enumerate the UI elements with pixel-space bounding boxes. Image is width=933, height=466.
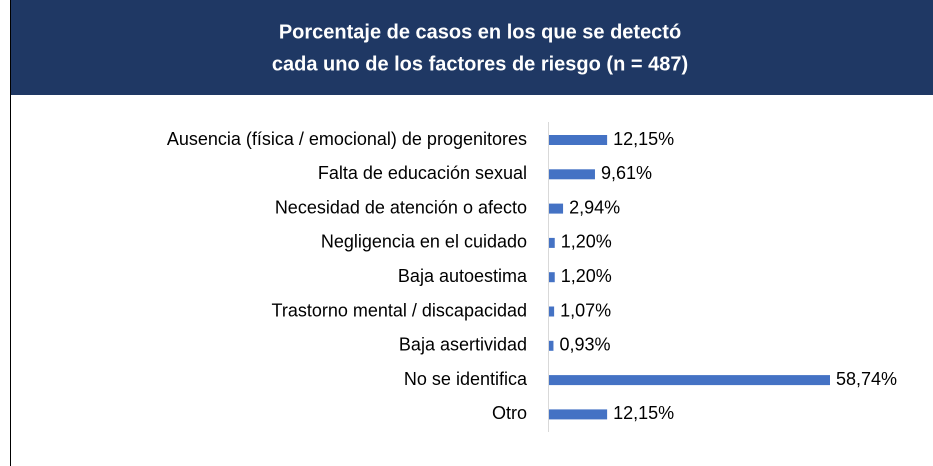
value-label: 0,93% — [559, 335, 610, 355]
category-label: Negligencia en el cuidado — [321, 232, 527, 252]
category-label: Otro — [492, 403, 527, 423]
category-label: Baja asertividad — [399, 335, 527, 355]
bar — [549, 135, 608, 145]
bar — [549, 169, 595, 180]
bar — [549, 272, 555, 283]
value-label: 1,20% — [561, 232, 612, 252]
value-label: 9,61% — [601, 163, 652, 183]
value-label: 12,15% — [613, 403, 674, 423]
bar — [549, 340, 554, 351]
category-label: Trastorno mental / discapacidad — [272, 300, 527, 320]
category-label: Ausencia (física / emocional) de progeni… — [167, 129, 527, 149]
chart-title: cada uno de los factores de riesgo (n = … — [272, 53, 688, 75]
category-label: Baja autoestima — [398, 266, 528, 286]
value-label: 2,94% — [569, 197, 620, 217]
bar — [549, 375, 830, 386]
value-label: 1,07% — [560, 300, 611, 320]
chart-title: Porcentaje de casos en los que se detect… — [279, 21, 681, 43]
value-label: 1,20% — [561, 266, 612, 286]
bar — [549, 203, 564, 214]
value-label: 58,74% — [836, 369, 897, 389]
category-label: Falta de educación sexual — [318, 163, 527, 183]
title-band — [10, 0, 933, 95]
category-label: No se identifica — [404, 369, 528, 389]
bar — [549, 237, 555, 248]
category-label: Necesidad de atención o afecto — [275, 197, 527, 217]
bar — [549, 306, 555, 317]
bar — [549, 409, 608, 420]
value-label: 12,15% — [613, 129, 674, 149]
